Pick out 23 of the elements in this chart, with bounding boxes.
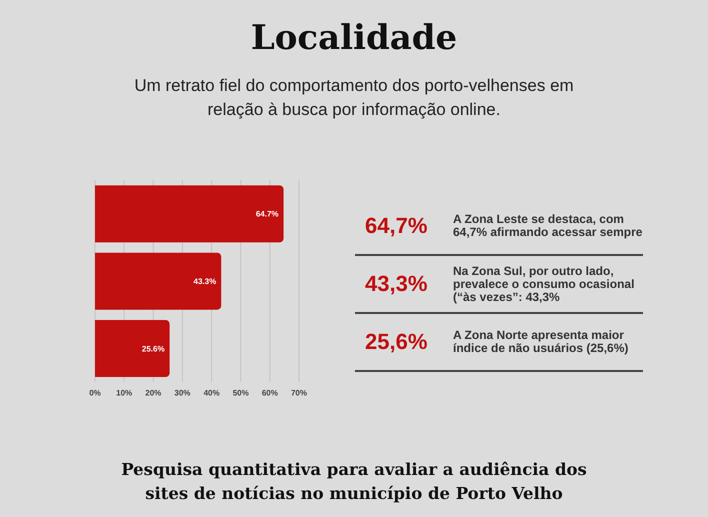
text: A Zona Leste se destaca, com 64,7% afirmando acessar sempre	[453, 212, 643, 239]
x-tick-label: 20%	[145, 388, 162, 398]
text: Na Zona Sul, por outro lado, prevalece o consumo ocasional (“às vezes”: 43,3%	[453, 264, 636, 304]
text: A Zona Norte apresenta maior índice de não usuários (25,6%)	[453, 328, 630, 355]
text: 43,3%	[364, 271, 428, 297]
x-tick-label: 60%	[262, 388, 278, 398]
chart-title: Localidade	[250, 18, 458, 58]
x-tick-label: 0%	[89, 388, 101, 398]
text: Pesquisa quantitativa para avaliar a audiência dos sites de notícias no município de Porto Velho	[120, 459, 588, 505]
x-tick-label: 30%	[174, 388, 190, 398]
data-label: 25.6%	[142, 344, 165, 354]
text: 64,7%	[364, 213, 428, 239]
data-label: 43.3%	[194, 277, 216, 286]
data-label: 64.7%	[256, 210, 279, 219]
text: 25,6%	[364, 329, 428, 355]
x-tick-label: 50%	[232, 388, 249, 398]
text: Um retrato fiel do comportamento dos porto-velhenses em relação à busca por informação online.	[133, 75, 575, 121]
bar	[95, 320, 170, 378]
bar	[95, 252, 222, 310]
x-tick-label: 10%	[116, 388, 132, 398]
bar	[95, 185, 284, 242]
x-tick-label: 70%	[290, 388, 308, 398]
x-tick-label: 40%	[204, 388, 220, 398]
